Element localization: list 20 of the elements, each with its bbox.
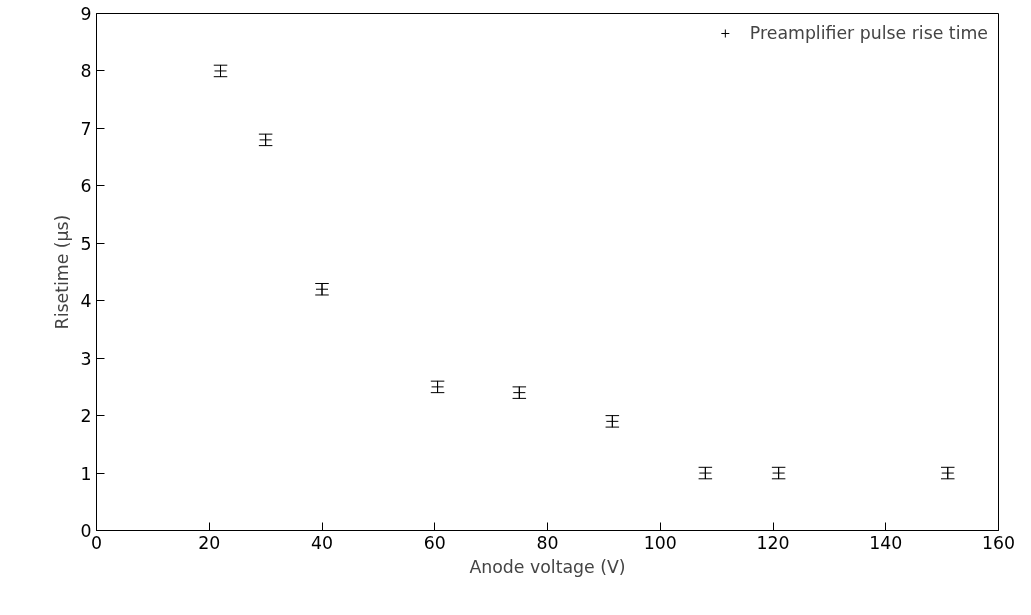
- y-tick-label: 6: [80, 176, 92, 197]
- y-tick-label: 1: [80, 463, 92, 484]
- y-axis-title: Risetime (µs): [52, 214, 73, 330]
- x-tick-label: 40: [310, 532, 334, 553]
- y-tick-label: 7: [80, 118, 92, 139]
- y-tick-label: 9: [80, 4, 92, 24]
- x-tick-label: 120: [756, 532, 790, 553]
- x-tick-label: 20: [198, 532, 221, 553]
- y-tick-label: 3: [80, 348, 92, 369]
- y-tick-label: 5: [80, 233, 92, 254]
- x-tick-label: 160: [981, 532, 1016, 553]
- y-tick-label: 4: [80, 291, 92, 312]
- x-tick-label: 80: [536, 532, 559, 553]
- x-axis-title: Anode voltage (V): [469, 556, 626, 577]
- x-tick-label: 100: [643, 532, 677, 553]
- x-tick-label: 60: [423, 532, 446, 553]
- y-tick-label: 2: [80, 406, 92, 427]
- y-tick-label: 8: [80, 61, 92, 82]
- legend-label: Preamplifier pulse rise time: [749, 23, 988, 43]
- x-tick-label: 140: [869, 532, 903, 553]
